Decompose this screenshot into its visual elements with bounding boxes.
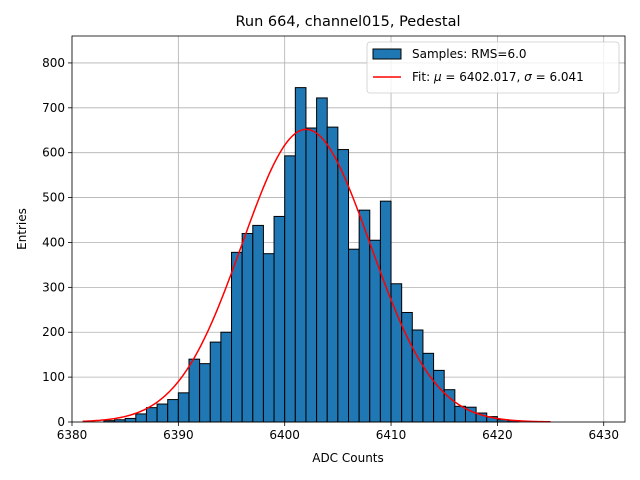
legend-box	[366, 41, 620, 94]
x-tick-label: 6410	[376, 428, 407, 442]
x-axis-ticks: 6380 6390 6400 6410 6420 6430	[57, 422, 619, 442]
histogram-bar	[220, 331, 233, 423]
histogram-bar	[305, 127, 318, 423]
y-tick-label: 0	[57, 415, 65, 429]
histogram-bar	[252, 224, 264, 423]
histogram-bar	[422, 352, 435, 423]
histogram-bar	[454, 405, 466, 423]
x-tick-label: 6380	[57, 428, 88, 442]
legend-samples-swatch	[372, 48, 402, 60]
x-axis-label: ADC Counts	[312, 451, 384, 465]
histogram-bars	[103, 87, 520, 423]
histogram-bar	[284, 155, 296, 423]
histogram-bar	[167, 399, 179, 423]
histogram-bar	[273, 215, 286, 423]
histogram-bar	[135, 413, 147, 423]
chart-title: Run 664, channel015, Pedestal	[235, 14, 460, 30]
legend-fit-label: Fit: μ = 6402.017, σ = 6.041	[412, 70, 584, 84]
gaussian-fit-line	[82, 128, 551, 423]
x-tick-label: 6430	[588, 428, 619, 442]
histogram-bar	[358, 209, 371, 423]
histogram-bar	[379, 200, 392, 423]
plot-frame	[71, 35, 626, 423]
histogram-bar	[348, 248, 360, 423]
legend: Samples: RMS=6.0 Fit: μ = 6402.017, σ = …	[366, 41, 620, 94]
histogram-bar	[145, 407, 158, 423]
x-tick-label: 6400	[269, 428, 300, 442]
histogram-bar	[209, 341, 222, 423]
y-axis-ticks: 0 100 200 300 400 500 600 700 800	[42, 56, 72, 429]
histogram-bar	[262, 253, 275, 423]
histogram-bar	[326, 126, 339, 423]
histogram-bar	[241, 232, 254, 423]
y-tick-label: 700	[42, 101, 65, 115]
x-tick-label: 6420	[482, 428, 513, 442]
histogram-bar	[316, 97, 328, 423]
y-tick-label: 100	[42, 370, 65, 384]
histogram-bar	[188, 358, 201, 423]
histogram-bar	[199, 363, 211, 423]
y-tick-label: 200	[42, 325, 65, 339]
y-tick-label: 800	[42, 56, 65, 70]
y-axis-label: Entries	[15, 208, 29, 250]
legend-samples-label: Samples: RMS=6.0	[412, 47, 527, 61]
histogram-bar	[411, 329, 424, 423]
y-tick-label: 300	[42, 280, 65, 294]
histogram-bar	[124, 417, 137, 423]
histogram-bar	[177, 392, 190, 423]
y-tick-label: 400	[42, 235, 65, 249]
histogram-bar	[433, 369, 445, 423]
x-tick-label: 6390	[163, 428, 194, 442]
histogram-bar	[294, 87, 307, 423]
y-tick-label: 500	[42, 191, 65, 205]
histogram-bar	[156, 403, 169, 423]
histogram-bar	[231, 251, 243, 423]
histogram-bar	[337, 149, 350, 423]
y-tick-label: 600	[42, 146, 65, 160]
